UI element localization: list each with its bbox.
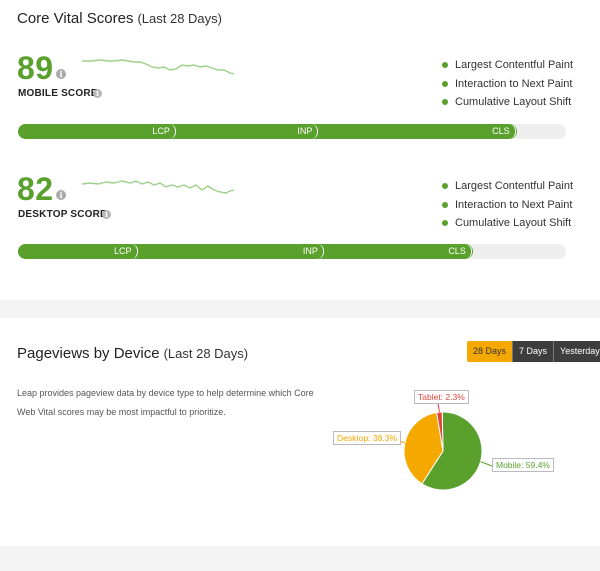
legend-item-lcp: Largest Contentful Paint bbox=[442, 56, 573, 75]
pie-leader-tablet bbox=[437, 402, 440, 413]
bar-segment-inp: INP bbox=[272, 124, 319, 139]
bar-segment-lcp: LCP bbox=[130, 124, 176, 139]
desktop-vitals-bar: LCP INP CLS bbox=[18, 244, 566, 259]
desktop-legend: Largest Contentful Paint Interaction to … bbox=[442, 177, 573, 233]
desktop-sparkline bbox=[82, 180, 234, 194]
pageviews-description: Leap provides pageview data by device ty… bbox=[17, 388, 314, 417]
core-vitals-title-text: Core Vital Scores bbox=[17, 10, 134, 27]
pie-svg bbox=[394, 402, 493, 491]
pageviews-title-text: Pageviews by Device bbox=[17, 345, 160, 362]
legend-item-cls: Cumulative Layout Shift bbox=[442, 93, 573, 112]
bar-segment-cls: CLS bbox=[470, 124, 516, 139]
device-pie-chart: Mobile: 59.4% Desktop: 38.3% Tablet: 2.3% bbox=[330, 378, 590, 538]
pie-label-desktop: Desktop: 38.3% bbox=[333, 431, 402, 445]
legend-label: Cumulative Layout Shift bbox=[455, 96, 572, 109]
mobile-vitals-bar: LCP INP CLS bbox=[18, 124, 566, 139]
legend-dot bbox=[442, 201, 448, 208]
pie-slice-desktop[interactable] bbox=[403, 411, 444, 485]
pie-label-tablet: Tablet: 2.3% bbox=[414, 390, 469, 404]
tab-yesterday[interactable]: Yesterday bbox=[553, 341, 600, 362]
date-range-tabs: 28 Days 7 Days Yesterday bbox=[467, 341, 600, 362]
bar-segment-cls: CLS bbox=[426, 244, 472, 259]
core-vitals-title: Core Vital Scores (Last 28 Days) bbox=[17, 10, 222, 27]
mobile-score-value: 89 bbox=[17, 50, 54, 86]
legend-item-inp: Interaction to Next Paint bbox=[442, 75, 573, 94]
legend-label: Largest Contentful Paint bbox=[455, 59, 574, 72]
legend-dot bbox=[442, 183, 448, 190]
desktop-label-info-icon[interactable]: i bbox=[102, 210, 111, 219]
tab-28-days[interactable]: 28 Days bbox=[467, 341, 513, 362]
desktop-score-info-icon[interactable]: i bbox=[56, 190, 66, 200]
pie-leader-mobile bbox=[480, 461, 493, 467]
core-vitals-subtitle: (Last 28 Days) bbox=[137, 11, 222, 26]
desktop-score-value: 82 bbox=[17, 171, 54, 207]
mobile-vitals-bar-fill bbox=[18, 124, 517, 139]
legend-label: Largest Contentful Paint bbox=[455, 180, 574, 193]
tab-7-days[interactable]: 7 Days bbox=[512, 341, 554, 362]
legend-dot bbox=[442, 62, 448, 69]
desktop-vitals-bar-fill bbox=[18, 244, 473, 259]
mobile-label-info-icon[interactable]: i bbox=[93, 89, 102, 98]
pageviews-card: Pageviews by Device (Last 28 Days) 28 Day… bbox=[0, 318, 600, 546]
pie-slice-tablet[interactable] bbox=[436, 411, 444, 452]
legend-dot bbox=[442, 99, 448, 106]
pageviews-title: Pageviews by Device (Last 28 Days) bbox=[17, 345, 248, 362]
legend-label: Interaction to Next Paint bbox=[455, 198, 573, 211]
core-vitals-card: Core Vital Scores (Last 28 Days) 89 i MOB… bbox=[0, 0, 600, 300]
desktop-score-label: DESKTOP SCORE bbox=[18, 209, 107, 220]
mobile-sparkline bbox=[82, 59, 234, 75]
pie-label-mobile: Mobile: 59.4% bbox=[492, 458, 554, 472]
bar-segment-inp: INP bbox=[278, 244, 324, 259]
legend-dot bbox=[442, 80, 448, 87]
mobile-legend: Largest Contentful Paint Interaction to … bbox=[442, 56, 573, 112]
bar-segment-lcp: LCP bbox=[92, 244, 138, 259]
legend-dot bbox=[442, 220, 448, 227]
legend-item-inp: Interaction to Next Paint bbox=[442, 196, 573, 215]
legend-item-lcp: Largest Contentful Paint bbox=[442, 177, 573, 196]
mobile-score-label: MOBILE SCORE bbox=[18, 88, 98, 99]
pageviews-subtitle: (Last 28 Days) bbox=[163, 346, 249, 361]
mobile-score-info-icon[interactable]: i bbox=[56, 69, 66, 79]
legend-label: Cumulative Layout Shift bbox=[455, 217, 572, 230]
legend-item-cls: Cumulative Layout Shift bbox=[442, 214, 573, 233]
legend-label: Interaction to Next Paint bbox=[455, 77, 573, 90]
